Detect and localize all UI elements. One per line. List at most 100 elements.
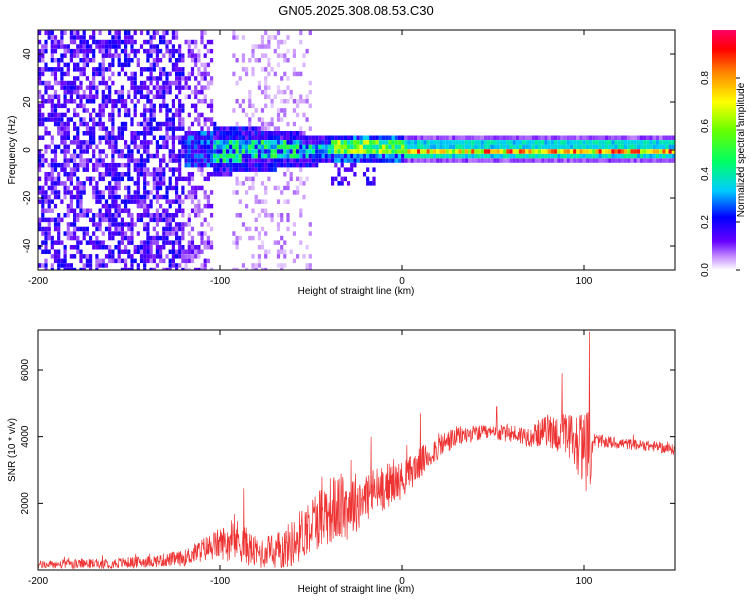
heatmap-cell — [461, 158, 465, 163]
heatmap-cell — [155, 167, 159, 172]
heatmap-cell — [155, 185, 159, 191]
heatmap-cell — [617, 135, 621, 140]
heatmap-cell — [659, 135, 663, 140]
heatmap-cell — [133, 258, 137, 264]
heatmap-cell — [108, 245, 112, 250]
heatmap-cell — [111, 176, 115, 182]
heatmap-cell — [560, 144, 564, 150]
heatmap-cell — [108, 190, 112, 195]
heatmap-cell — [114, 135, 118, 140]
heatmap-cell — [139, 254, 144, 259]
heatmap-cell — [85, 176, 89, 182]
heatmap-cell — [89, 80, 93, 86]
heatmap-cell — [512, 158, 516, 163]
heatmap-cell — [251, 131, 255, 136]
heatmap-cell — [41, 203, 45, 209]
heatmap-cell — [468, 135, 472, 140]
heatmap-cell — [589, 149, 593, 154]
heatmap-cell — [60, 167, 64, 172]
heatmap-cell — [464, 158, 468, 163]
heatmap-cell — [471, 158, 475, 163]
heatmap-cell — [270, 131, 274, 136]
heatmap-cell — [69, 172, 73, 177]
heatmap-cell — [168, 121, 172, 127]
heatmap-cell — [671, 149, 675, 154]
heatmap-cell — [296, 135, 300, 140]
heatmap-cell — [592, 144, 596, 150]
heatmap-cell — [260, 199, 265, 204]
heatmap-cell — [264, 89, 268, 95]
heatmap-cell — [483, 135, 488, 140]
heatmap-cell — [111, 190, 115, 195]
heatmap-cell — [127, 39, 131, 45]
heatmap-cell — [79, 249, 83, 254]
heatmap-cell — [582, 153, 586, 159]
heatmap-cell — [229, 144, 233, 150]
heatmap-cell — [162, 176, 166, 182]
heatmap-cell — [162, 240, 166, 245]
heatmap-cell — [203, 30, 207, 36]
heatmap-cell — [337, 149, 341, 154]
heatmap-cell — [162, 226, 166, 232]
heatmap-cell — [162, 85, 166, 90]
heatmap-cell — [235, 190, 239, 195]
heatmap-cell — [114, 44, 118, 49]
heatmap-cell — [194, 85, 198, 90]
heatmap-cell — [101, 126, 105, 131]
heatmap-cell — [165, 185, 169, 191]
heatmap-cell — [429, 135, 433, 140]
heatmap-cell — [117, 135, 121, 140]
heatmap-cell — [474, 135, 478, 140]
heatmap-cell — [92, 48, 96, 54]
heatmap-cell — [165, 112, 169, 118]
heatmap-cell — [448, 158, 453, 163]
heatmap-cell — [130, 217, 134, 223]
heatmap-cell — [337, 158, 341, 163]
heatmap-cell — [270, 35, 274, 40]
heatmap-cell — [187, 135, 191, 140]
heatmap-cell — [133, 144, 137, 150]
heatmap-cell — [458, 135, 462, 140]
heatmap-cell — [216, 172, 220, 177]
heatmap-cell — [213, 153, 217, 159]
heatmap-cell — [111, 158, 115, 163]
heatmap-cell — [331, 144, 335, 150]
heatmap-cell — [101, 62, 105, 68]
heatmap-cell — [159, 108, 163, 113]
heatmap-cell — [152, 67, 156, 72]
heatmap-cell — [47, 80, 51, 86]
x-tick-label: 100 — [576, 276, 593, 287]
heatmap-cell — [576, 153, 580, 159]
heatmap-cell — [576, 158, 580, 163]
heatmap-cell — [604, 135, 609, 140]
heatmap-cell — [38, 153, 42, 159]
heatmap-cell — [82, 67, 86, 72]
heatmap-cell — [324, 149, 328, 154]
heatmap-cell — [260, 121, 265, 127]
heatmap-cell — [378, 153, 382, 159]
heatmap-cell — [627, 153, 631, 159]
heatmap-cell — [200, 240, 204, 245]
heatmap-cell — [149, 267, 153, 270]
heatmap-cell — [152, 62, 156, 68]
heatmap-cell — [601, 135, 605, 140]
heatmap-cell — [108, 258, 112, 264]
heatmap-cell — [85, 208, 89, 213]
heatmap-cell — [175, 213, 179, 218]
heatmap-cell — [159, 172, 163, 177]
heatmap-cell — [397, 149, 402, 154]
heatmap-cell — [60, 199, 64, 204]
heatmap-cell — [270, 213, 274, 218]
heatmap-cell — [165, 117, 169, 122]
heatmap-cell — [213, 126, 217, 131]
heatmap-cell — [165, 235, 169, 241]
heatmap-cell — [299, 135, 303, 140]
heatmap-cell — [292, 108, 296, 113]
heatmap-cell — [194, 144, 198, 150]
heatmap-cell — [184, 135, 188, 140]
heatmap-cell — [95, 181, 99, 186]
heatmap-cell — [38, 190, 42, 195]
heatmap-cell — [569, 149, 574, 154]
heatmap-cell — [210, 80, 214, 86]
